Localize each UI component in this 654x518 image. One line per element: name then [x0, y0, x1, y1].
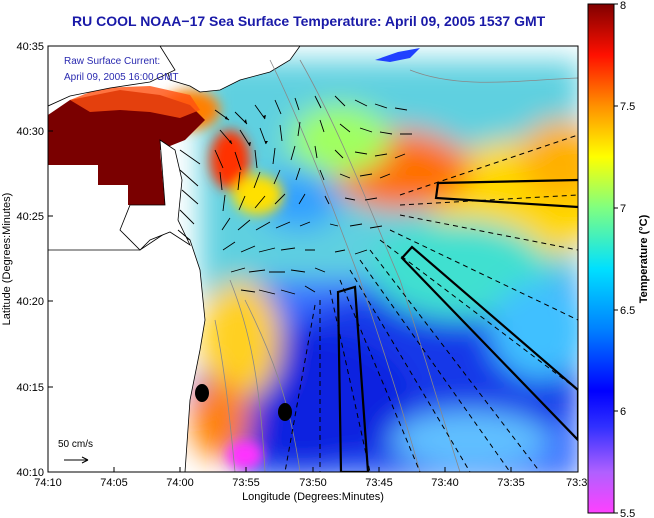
station-marker — [195, 384, 209, 402]
y-tick-label: 40:30 — [16, 126, 44, 138]
warm-water-patch — [48, 90, 205, 205]
shipping-lanes — [336, 178, 578, 472]
y-tick-label: 40:15 — [16, 382, 44, 394]
x-tick-label: 73:55 — [232, 477, 260, 489]
x-tick-label: 73:50 — [299, 477, 327, 489]
scale-arrow-label: 50 cm/s — [58, 439, 93, 450]
colorbar-label: Temperature (°C) — [638, 214, 650, 303]
legend-line-1: Raw Surface Current: — [64, 56, 160, 67]
land-long-island — [159, 46, 301, 93]
figure-title: RU COOL NOAA−17 Sea Surface Temperature:… — [72, 13, 546, 29]
x-axis-label: Longitude (Degrees:Minutes) — [242, 491, 384, 503]
radar-range-lines — [284, 134, 578, 472]
y-axis-label: Latitude (Degrees:Minutes) — [1, 193, 13, 326]
y-tick-label: 40:20 — [16, 296, 44, 308]
y-tick-label: 40:35 — [16, 41, 44, 53]
x-tick-label: 73:45 — [365, 477, 393, 489]
sst-field — [190, 60, 578, 472]
colorbar-gradient — [587, 3, 615, 514]
y-tick-label: 40:25 — [16, 211, 44, 223]
bathymetry-contours — [214, 59, 578, 472]
x-tick-label: 73:40 — [431, 477, 459, 489]
colorbar-tick: 5.5 — [620, 508, 635, 518]
colorbar-tick: 8 — [620, 0, 626, 12]
x-axis: 74:10 74:05 74:00 73:55 73:50 73:45 73:4… — [34, 467, 587, 503]
colorbar-tick: 7 — [620, 203, 626, 215]
legend-line-2: April 09, 2005 16:00 GMT — [64, 72, 179, 83]
land-new-jersey — [48, 229, 206, 472]
x-tick-label: 74:05 — [100, 477, 128, 489]
y-axis: 40:35 40:30 40:25 40:20 40:15 40:10 Lati… — [1, 41, 53, 479]
colorbar-tick: 6 — [620, 406, 626, 418]
x-tick-label: 74:10 — [34, 477, 62, 489]
current-vectors — [177, 95, 412, 295]
colorbar: 8 7.5 7 6.5 6 5.5 Temperature (°C) — [587, 0, 650, 518]
x-tick-label: 73:3 — [566, 477, 587, 489]
colorbar-tick: 6.5 — [620, 305, 635, 317]
x-tick-label: 74:00 — [166, 477, 194, 489]
station-marker — [278, 403, 292, 421]
x-tick-label: 73:35 — [497, 477, 525, 489]
colorbar-tick: 7.5 — [620, 101, 635, 113]
plot-area: Raw Surface Current: April 09, 2005 16:0… — [48, 46, 578, 472]
y-tick-label: 40:10 — [16, 467, 44, 479]
